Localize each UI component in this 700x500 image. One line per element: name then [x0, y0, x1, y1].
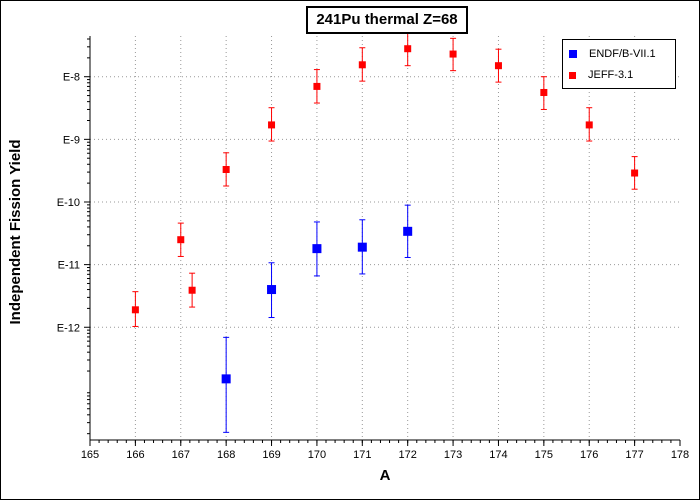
- x-axis-title: A: [380, 467, 391, 484]
- legend-swatch-endf: [569, 50, 577, 58]
- data-point: [403, 226, 413, 236]
- data-point: [449, 50, 457, 58]
- x-tick-label: 173: [444, 449, 462, 461]
- legend-swatch-jeff: [569, 71, 576, 79]
- data-point: [177, 236, 185, 244]
- data-point: [131, 306, 139, 314]
- y-tick-label: E-10: [57, 197, 80, 209]
- x-tick-label: 175: [535, 449, 553, 461]
- data-point: [404, 45, 412, 53]
- data-point: [268, 121, 276, 129]
- data-point: [221, 374, 231, 384]
- legend-label-jeff: JEFF-3.1: [588, 69, 634, 81]
- data-point: [222, 166, 230, 174]
- x-tick-label: 167: [172, 449, 190, 461]
- y-tick-label: E-11: [58, 260, 80, 272]
- x-tick-label: 170: [308, 449, 326, 461]
- x-tick-label: 166: [126, 449, 144, 461]
- data-point: [267, 285, 277, 295]
- x-tick-label: 174: [489, 449, 507, 461]
- data-marks: [131, 32, 639, 433]
- chart-title: 241Pu thermal Z=68: [306, 6, 468, 34]
- x-tick-label: 177: [625, 449, 643, 461]
- data-point: [631, 169, 639, 177]
- x-tick-label: 169: [262, 449, 280, 461]
- data-point: [313, 82, 321, 90]
- data-point: [357, 242, 367, 252]
- data-point: [494, 62, 502, 70]
- y-axis-title: Independent Fission Yield: [7, 139, 24, 324]
- x-tick-label: 172: [399, 449, 417, 461]
- data-point: [540, 88, 548, 96]
- data-point: [312, 244, 322, 254]
- y-tick-label: E-8: [63, 72, 80, 84]
- data-point: [188, 286, 196, 294]
- y-tick-label: E-9: [63, 134, 80, 146]
- legend-item-endf: ENDF/B-VII.1: [569, 47, 656, 61]
- x-tick-label: 171: [353, 449, 371, 461]
- y-tick-label: E-12: [57, 322, 80, 334]
- axes: 165 166 167 168 169 170 171 172 173 174 175 176 177 1…: [57, 36, 689, 461]
- legend-item-jeff: JEFF-3.1: [569, 68, 633, 82]
- x-tick-label: 165: [81, 449, 99, 461]
- data-point: [358, 61, 366, 69]
- data-point: [585, 121, 593, 129]
- legend: ENDF/B-VII.1 JEFF-3.1: [562, 39, 676, 89]
- legend-label-endf: ENDF/B-VII.1: [589, 48, 656, 60]
- x-tick-label: 176: [580, 449, 598, 461]
- x-tick-label: 178: [671, 449, 689, 461]
- x-tick-label: 168: [217, 449, 235, 461]
